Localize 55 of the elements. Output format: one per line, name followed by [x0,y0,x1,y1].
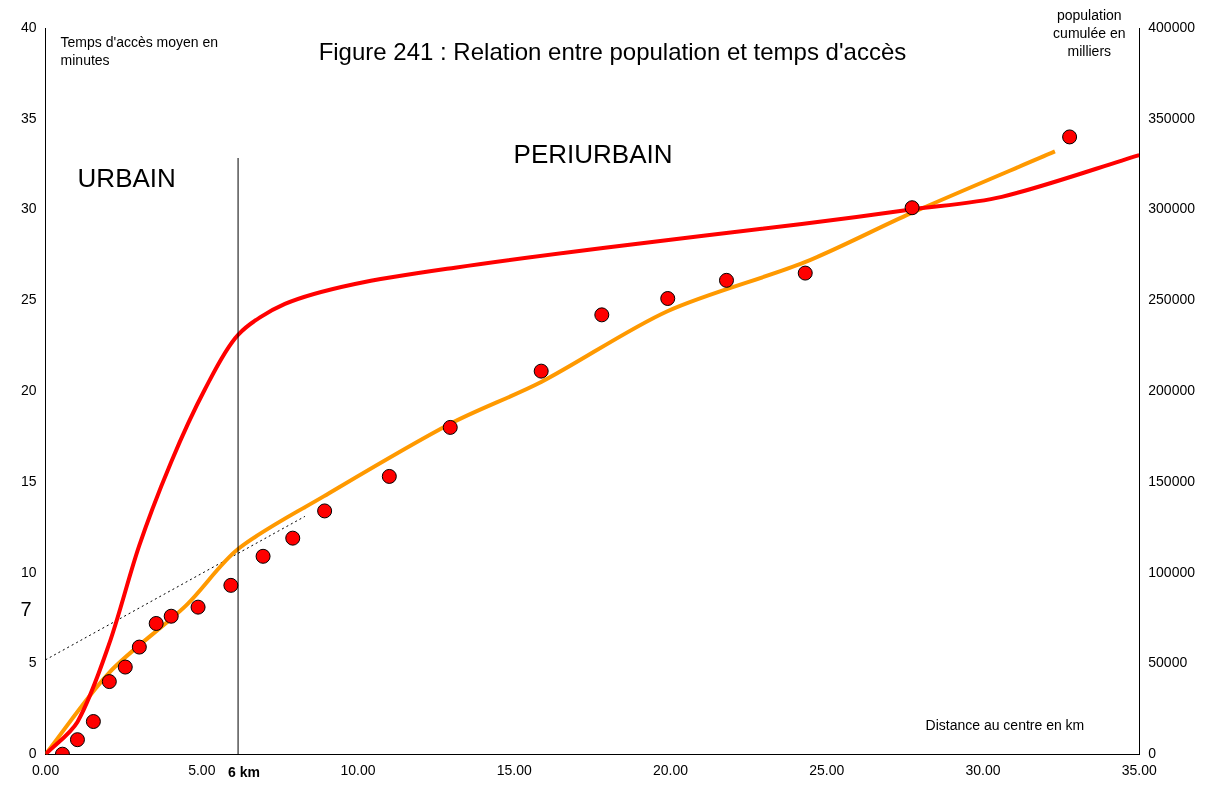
ref-line-label: 6 km [228,764,260,781]
point [190,599,206,615]
x-tick-label: 35.00 [1121,762,1158,779]
point [163,608,179,624]
point [101,674,117,690]
point [533,363,549,379]
point [223,577,239,593]
point [381,468,397,484]
y2-tick-label: 250000 [1148,291,1196,308]
x-axis-title: Distance au centre en km [925,717,1085,734]
x-tick-label: 30.00 [965,762,1001,779]
point [797,265,813,281]
chart-title: Figure 241 : Relation entre population et temps d'accès [318,37,907,65]
point [1062,129,1078,145]
y-tick-label: 40 [20,18,37,35]
x-tick-label: 5.00 [188,762,216,779]
point [69,732,85,748]
point [285,530,301,546]
point [317,503,333,519]
y-tick-label: 20 [20,381,37,398]
point [255,548,271,564]
y-axis-title: Temps d'accès moyen en minutes [60,33,219,68]
annotation: URBAIN [77,163,176,194]
x-tick-label: 15.00 [496,762,533,779]
x-tick-label: 25.00 [809,762,845,779]
y-tick-label: 30 [20,200,37,217]
y2-tick-label: 400000 [1148,18,1196,35]
point [718,272,734,288]
y-tick-label: 10 [20,563,37,580]
x-tick-label: 20.00 [653,762,689,779]
y2-tick-label: 50000 [1148,654,1188,671]
point [904,200,920,216]
text: 7 [20,597,32,620]
y-tick-label: 25 [20,291,37,308]
point [85,714,101,730]
point [117,659,133,675]
point [148,615,164,631]
y2-tick-label: 150000 [1148,472,1196,489]
annotation: PERIURBAIN [513,139,673,170]
y2-tick-label: 100000 [1148,563,1196,580]
y2-tick-label: 350000 [1148,109,1196,126]
point [660,291,676,307]
y-tick-label: 35 [20,109,37,126]
y-tick-label: 5 [28,654,37,671]
point [594,307,610,323]
y-tick-label: 15 [20,472,37,489]
x-tick-label: 0.00 [31,762,60,779]
y-tick-label: 0 [28,745,37,762]
y2-tick-label: 0 [1148,745,1157,762]
x-tick-label: 10.00 [340,762,376,779]
y2-tick-label: 200000 [1148,381,1196,398]
point [131,639,147,655]
y2-tick-label: 300000 [1148,200,1196,217]
point [442,419,458,435]
y2-axis-title: population cumulée en milliers [1053,6,1126,59]
